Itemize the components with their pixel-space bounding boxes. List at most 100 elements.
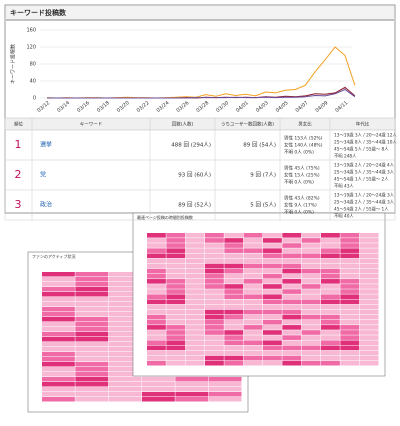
heatmap-cell — [205, 248, 224, 253]
heatmap-cell — [205, 340, 224, 346]
heatmap-cell — [147, 335, 166, 340]
heatmap-cell — [108, 322, 142, 327]
heatmap-cell — [42, 372, 75, 377]
heatmap-cell — [42, 382, 75, 387]
heatmap-cell — [108, 362, 142, 367]
age-ratio: 13〜19歳 1人 / 20〜24歳 3人 — [334, 192, 395, 199]
heatmap-cell — [224, 330, 244, 335]
heatmap-cell — [359, 248, 379, 253]
heatmap-cell — [263, 350, 282, 356]
heatmap-cell — [224, 340, 244, 346]
heatmap-cell — [75, 302, 109, 307]
heatmap-cell — [243, 284, 263, 289]
heatmap-cell — [243, 279, 263, 284]
table-header: うちユーザー数回数(人数) — [221, 121, 274, 128]
heatmap-cell — [301, 253, 321, 259]
heatmap-cell — [147, 314, 166, 320]
heatmap-cell — [185, 330, 205, 335]
heatmap-cell — [224, 350, 244, 356]
heatmap-cell — [42, 392, 75, 397]
heatmap-cell — [282, 233, 302, 238]
y-tick-label: 120 — [26, 45, 36, 51]
heatmap-cell — [340, 238, 360, 243]
age-ratio: 45〜54歳 2人 / 55歳〜 1人 — [334, 206, 389, 213]
heatmap-cell — [243, 253, 263, 259]
heatmap-cell — [243, 335, 263, 340]
table-header: キーワード — [80, 122, 103, 128]
heatmap-cell — [359, 340, 379, 346]
heatmap-cell — [108, 342, 142, 347]
heatmap-cell — [166, 319, 186, 325]
heatmap-cell — [42, 292, 75, 297]
heatmap-cell — [224, 304, 244, 310]
keyword: 選挙 — [40, 141, 52, 149]
heatmap-cell — [185, 340, 205, 346]
heatmap-cell — [42, 377, 75, 382]
heatmap-cell — [263, 294, 282, 299]
heatmap-cell — [321, 335, 340, 340]
heatmap-cell — [185, 309, 205, 315]
heatmap-cell — [224, 243, 244, 248]
heatmap-cell — [166, 350, 186, 356]
heatmap-cell — [42, 397, 75, 402]
heatmap-cell — [75, 322, 109, 327]
heatmap-cell — [340, 289, 360, 294]
gender-ratio: 男性 45人 (75%) — [284, 165, 320, 172]
heatmap-cell — [224, 289, 244, 294]
heatmap-cell — [263, 325, 282, 330]
heatmap-cell — [263, 279, 282, 284]
heatmap-cell — [282, 355, 302, 361]
heatmap-cell — [108, 372, 142, 377]
heatmap-cell — [359, 309, 379, 315]
heatmap-cell — [205, 243, 224, 248]
heatmap-cell — [224, 335, 244, 340]
heatmap-cell — [224, 299, 244, 305]
heatmap-cell — [166, 243, 186, 248]
heatmap-cell — [224, 233, 244, 238]
heatmap-cell — [243, 238, 263, 243]
heatmap-cell — [75, 307, 109, 312]
heatmap-cell — [166, 335, 186, 340]
heatmap-cell — [301, 268, 321, 274]
heatmap-cell — [205, 258, 224, 264]
keyword: 政治 — [40, 201, 52, 209]
gender-ratio: 不明 0人 (0%) — [284, 150, 314, 156]
heatmap-cell — [321, 279, 340, 284]
heatmap-cell — [147, 319, 166, 325]
heatmap-cell — [282, 273, 302, 279]
heatmap-cell — [301, 340, 321, 346]
heatmap-cell — [166, 279, 186, 284]
heatmap-cell — [224, 325, 244, 330]
heatmap-cell — [340, 299, 360, 305]
heatmap-cell — [75, 347, 109, 352]
heatmap-cell — [321, 345, 340, 351]
heatmap-cell — [263, 335, 282, 340]
heatmap-cell — [321, 350, 340, 356]
heatmap-cell — [321, 360, 340, 366]
heatmap-cell — [75, 332, 109, 337]
heatmap-cell — [224, 314, 244, 320]
heatmap-cell — [340, 294, 360, 299]
heatmap-cell — [321, 325, 340, 330]
heatmap-cell — [42, 277, 75, 282]
heatmap-cell — [224, 248, 244, 253]
heatmap-cell — [147, 345, 166, 351]
heatmap-cell — [166, 268, 186, 274]
heatmap-cell — [301, 345, 321, 351]
heatmap-cell — [321, 299, 340, 305]
heatmap-cell — [282, 279, 302, 284]
user-count: 89 回 (54人) — [243, 142, 276, 149]
heatmap-cell — [147, 350, 166, 356]
heatmap-cell — [301, 243, 321, 248]
heatmap-cell — [42, 332, 75, 337]
heatmap-cell — [108, 277, 142, 282]
heatmap-cell — [301, 289, 321, 294]
heatmap-cell — [263, 319, 282, 325]
heatmap-cell — [301, 248, 321, 253]
heatmap-cell — [205, 345, 224, 351]
series-line — [47, 88, 356, 99]
heatmap-cell — [185, 238, 205, 243]
heatmap-cell — [340, 325, 360, 330]
heatmap-cell — [301, 325, 321, 330]
heatmap-cell — [263, 284, 282, 289]
